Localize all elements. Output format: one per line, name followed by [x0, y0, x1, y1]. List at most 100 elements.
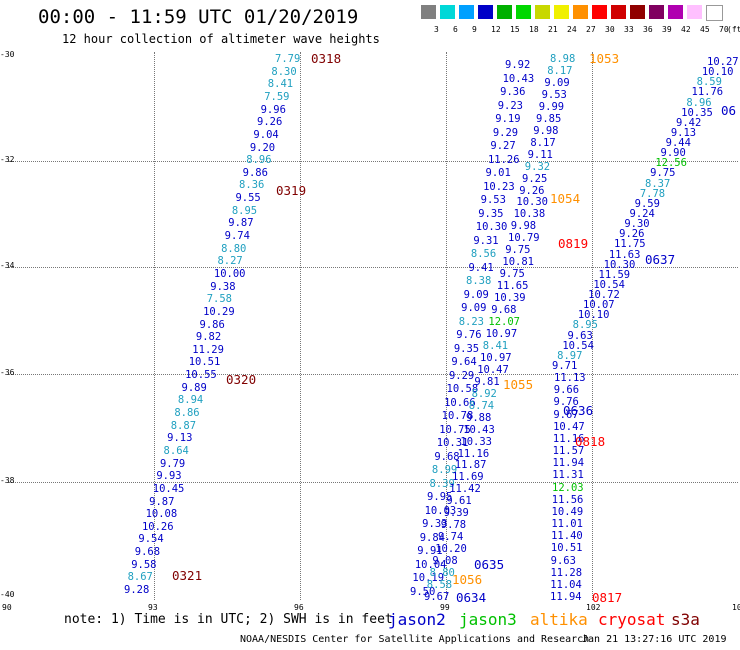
scale-swatch: [421, 5, 436, 19]
scale-label: 18: [529, 25, 539, 34]
wave-height-value: 8.87: [170, 419, 197, 432]
wave-height-value: 8.36: [239, 179, 265, 192]
wave-height-value: 8.80: [429, 567, 455, 580]
scale-label: (ft): [727, 25, 740, 34]
wave-height-value: 11.29: [192, 343, 224, 356]
scale-label: 39: [662, 25, 672, 34]
scale-swatch: [440, 5, 455, 19]
wave-height-value: 11.16: [457, 447, 490, 460]
wave-height-value: 8.97: [557, 349, 583, 362]
pass-time-label: 0318: [311, 51, 342, 66]
wave-height-value: 9.93: [156, 470, 182, 483]
wave-height-value: 8.39: [429, 477, 455, 490]
wave-height-value: 11.63: [608, 248, 641, 261]
latitude-label: -32: [0, 155, 15, 164]
wave-height-value: 9.50: [410, 586, 436, 598]
wave-height-value: 10.81: [502, 256, 534, 269]
longitude-label: 99: [440, 603, 450, 612]
wave-height-value: 9.82: [195, 331, 222, 344]
wave-height-value: 9.42: [676, 116, 702, 129]
grid-line-horizontal: [8, 267, 738, 268]
wave-height-value: 11.26: [487, 153, 520, 166]
wave-height-value: 11.76: [691, 86, 724, 99]
scale-swatch: [554, 5, 569, 19]
scale-label: 12: [491, 25, 501, 34]
wave-height-value: 9.99: [538, 100, 565, 113]
wave-height-value: 9.28: [124, 584, 150, 596]
wave-height-value: 9.23: [497, 99, 523, 112]
scale-label: 30: [605, 25, 615, 34]
wave-height-value: 10.00: [213, 267, 246, 280]
wave-height-value: 9.39: [443, 507, 469, 520]
wave-height-value: 9.64: [451, 356, 477, 369]
wave-height-value: 8.94: [177, 394, 204, 407]
wave-height-value: 9.35: [453, 342, 480, 355]
grid-line-horizontal: [8, 161, 738, 162]
wave-height-value: 10.75: [439, 423, 471, 436]
wave-height-value: 8.96: [686, 96, 712, 109]
wave-height-value: 11.59: [598, 268, 631, 281]
wave-height-value: 11.87: [454, 459, 487, 472]
map-subtitle: 12 hour collection of altimeter wave hei…: [62, 32, 380, 46]
wave-height-value: 9.95: [427, 491, 453, 504]
wave-height-value: 9.09: [544, 76, 570, 89]
wave-height-value: 9.53: [541, 88, 567, 101]
wave-height-value: 8.30: [271, 65, 297, 78]
wave-height-value: 10.04: [414, 558, 447, 571]
wave-height-value: 9.13: [167, 432, 193, 445]
wave-height-value: 9.98: [510, 220, 537, 233]
wave-height-value: 9.41: [468, 261, 494, 274]
latitude-label: -36: [0, 368, 15, 377]
wave-height-value: 9.86: [199, 318, 225, 331]
pass-time-label: 0320: [226, 372, 257, 387]
wave-height-value: 9.76: [456, 329, 482, 342]
wave-height-value: 11.57: [552, 445, 585, 457]
wave-height-value: 8.80: [221, 242, 247, 255]
wave-height-value: 11.94: [552, 457, 585, 470]
scale-swatch: [611, 5, 626, 19]
wave-height-value: 9.29: [448, 369, 475, 382]
scale-label: 6: [453, 25, 458, 34]
wave-height-value: 9.71: [552, 360, 578, 372]
wave-height-value: 10.49: [551, 505, 584, 518]
pass-time-label: 1055: [503, 377, 534, 392]
scale-swatch: [459, 5, 474, 19]
wave-height-value: 10.55: [185, 369, 217, 382]
pass-time-label: 1053: [589, 51, 620, 66]
wave-height-value: 9.75: [650, 167, 676, 180]
grid-line-vertical: [154, 52, 155, 600]
wave-height-value: 9.87: [149, 495, 175, 508]
wave-height-value: 9.38: [210, 280, 236, 293]
wave-height-value: 9.24: [629, 208, 655, 220]
wave-height-value: 8.37: [645, 177, 671, 190]
wave-height-value: 9.31: [473, 234, 499, 247]
wave-height-value: 9.09: [461, 302, 487, 315]
wave-height-value: 9.13: [670, 126, 697, 139]
wave-height-value: 11.31: [552, 469, 584, 482]
map-frame: [8, 52, 738, 600]
map-title: 00:00 - 11:59 UTC 01/20/2019: [38, 6, 359, 28]
grid-line-vertical: [446, 52, 447, 600]
wave-height-value: 10.26: [141, 520, 174, 533]
longitude-label: 105: [732, 603, 740, 612]
wave-height-value: 9.27: [490, 140, 516, 153]
wave-height-value: 9.79: [159, 457, 186, 470]
wave-height-value: 12.07: [488, 316, 520, 329]
wave-height-value: 11.40: [551, 530, 583, 543]
scale-label: 24: [567, 25, 577, 34]
wave-height-value: 12.03: [552, 481, 584, 494]
legend-jason3: jason3: [459, 610, 517, 629]
wave-height-value: 9.08: [432, 555, 458, 568]
wave-height-value: 10.29: [203, 305, 235, 318]
wave-height-value: 10.45: [152, 482, 185, 495]
wave-height-value: 12.56: [655, 157, 687, 170]
wave-height-value: 10.10: [701, 66, 734, 79]
pass-time-label: 0319: [276, 183, 307, 198]
wave-height-value: 8.59: [696, 76, 722, 89]
scale-label: 36: [643, 25, 653, 34]
scale-swatch: [573, 5, 588, 19]
wave-height-value: 10.31: [436, 437, 469, 450]
wave-height-value: 11.65: [496, 280, 529, 293]
wave-height-value: 10.51: [188, 356, 221, 369]
